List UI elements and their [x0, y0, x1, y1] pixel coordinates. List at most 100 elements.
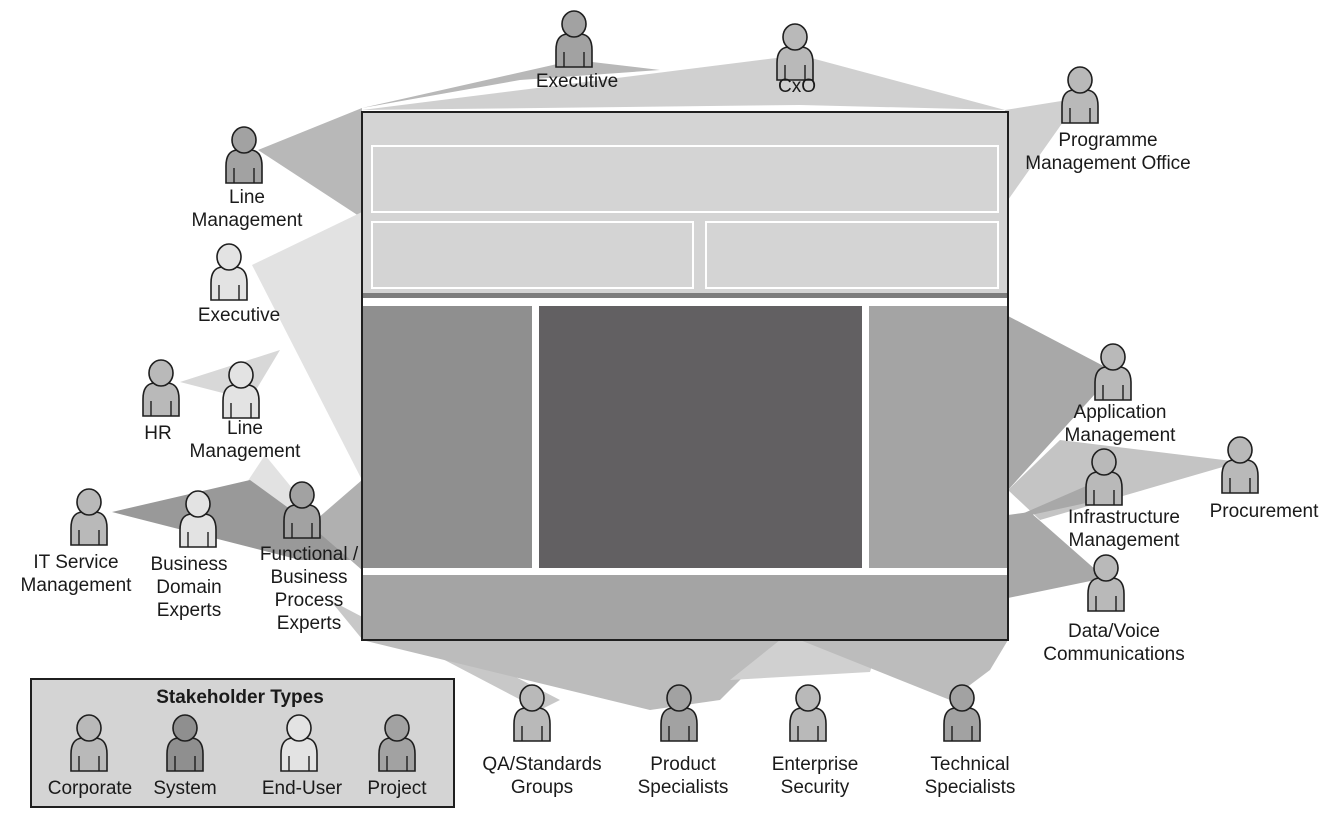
- stakeholder-procurement: Procurement: [1210, 436, 1319, 522]
- person-icon: [280, 714, 318, 772]
- stakeholder-label: Domain: [156, 577, 221, 598]
- person-icon: [166, 714, 204, 772]
- stakeholder-label: Groups: [511, 777, 573, 798]
- stakeholder-label: Specialists: [638, 777, 729, 798]
- person-icon: [1085, 448, 1123, 506]
- stakeholder-label: Enterprise: [772, 754, 859, 775]
- person-icon: [378, 714, 416, 772]
- stakeholder-label: Communications: [1043, 644, 1185, 665]
- legend-title: Stakeholder Types: [156, 687, 324, 708]
- framework-right-column: [869, 306, 1007, 568]
- person-icon: [660, 684, 698, 742]
- stakeholder-label: QA/Standards: [482, 754, 601, 775]
- stakeholder-executive-top: Executive: [536, 10, 618, 92]
- person-icon: [1061, 66, 1099, 124]
- stakeholder-label: Executive: [536, 71, 618, 92]
- connector-wedge: [362, 55, 1005, 110]
- person-icon: [70, 714, 108, 772]
- stakeholder-label: Business: [150, 554, 227, 575]
- stakeholder-label: Management: [21, 575, 133, 596]
- legend-item-project: Project: [367, 714, 427, 799]
- stakeholder-label: Management: [190, 441, 302, 462]
- connector-wedge: [800, 640, 1008, 700]
- stakeholder-label: Security: [781, 777, 850, 798]
- person-icon: [776, 23, 814, 81]
- framework-bottom-band: [363, 575, 1007, 639]
- person-icon: [513, 684, 551, 742]
- person-icon: [225, 126, 263, 184]
- connector-wedge: [1008, 316, 1115, 490]
- legend-item-system: System: [153, 714, 217, 799]
- framework-left-column: [363, 306, 532, 568]
- stakeholder-label: Experts: [277, 613, 341, 634]
- legend-stakeholder-types: Stakeholder Types Corporate System End-Use…: [30, 678, 455, 808]
- stakeholder-label: Procurement: [1210, 501, 1319, 522]
- stakeholder-label: Management: [1065, 425, 1177, 446]
- stakeholder-label: Management: [1069, 530, 1181, 551]
- person-icon: [70, 488, 108, 546]
- stakeholder-label: CxO: [778, 76, 816, 97]
- legend-item-label: Project: [367, 778, 427, 799]
- legend-item-label: System: [153, 778, 216, 799]
- stakeholder-label: Executive: [198, 305, 280, 326]
- stakeholder-label: Application: [1074, 402, 1167, 423]
- stakeholder-label: Data/Voice: [1068, 621, 1160, 642]
- connector-wedge: [1008, 512, 1105, 598]
- stakeholder-label: Technical: [930, 754, 1009, 775]
- central-framework-block: [361, 111, 1009, 641]
- stakeholder-label: Management: [192, 210, 304, 231]
- connector-wedge: [1008, 480, 1100, 520]
- stakeholder-label: Specialists: [925, 777, 1016, 798]
- connector-wedge: [310, 480, 362, 570]
- person-icon: [1221, 436, 1259, 494]
- person-icon: [142, 359, 180, 417]
- legend-item-corporate: Corporate: [48, 714, 133, 799]
- stakeholder-label: Functional /: [260, 544, 359, 565]
- connector-wedge: [258, 108, 362, 218]
- person-icon: [789, 684, 827, 742]
- stakeholder-label: Business: [270, 567, 347, 588]
- stakeholder-label: Experts: [157, 600, 221, 621]
- legend-item-label: Corporate: [48, 778, 133, 799]
- person-icon: [943, 684, 981, 742]
- stakeholder-label: Line: [227, 418, 263, 439]
- stakeholder-label: Line: [229, 187, 265, 208]
- person-icon: [1094, 343, 1132, 401]
- stakeholder-label: Product: [650, 754, 716, 775]
- person-icon: [210, 243, 248, 301]
- stakeholder-label: HR: [144, 423, 171, 444]
- stakeholder-executive-left: Executive: [198, 243, 280, 326]
- person-icon: [283, 481, 321, 539]
- connector-wedge: [112, 480, 360, 560]
- stakeholder-label: Process: [275, 590, 344, 611]
- legend-item-end_user: End-User: [262, 714, 343, 799]
- person-icon: [1087, 554, 1125, 612]
- person-icon: [222, 361, 260, 419]
- stakeholder-hr: HR: [142, 359, 180, 444]
- framework-mid-left-panel: [371, 221, 694, 289]
- stakeholder-label: Management Office: [1025, 153, 1190, 174]
- legend-item-label: End-User: [262, 778, 343, 799]
- stakeholder-label: Programme: [1058, 130, 1157, 151]
- connector-wedge: [252, 212, 362, 480]
- stakeholder-label: Infrastructure: [1068, 507, 1180, 528]
- framework-top-panel: [371, 145, 999, 213]
- person-icon: [555, 10, 593, 68]
- framework-center-column: [539, 306, 862, 568]
- person-icon: [179, 490, 217, 548]
